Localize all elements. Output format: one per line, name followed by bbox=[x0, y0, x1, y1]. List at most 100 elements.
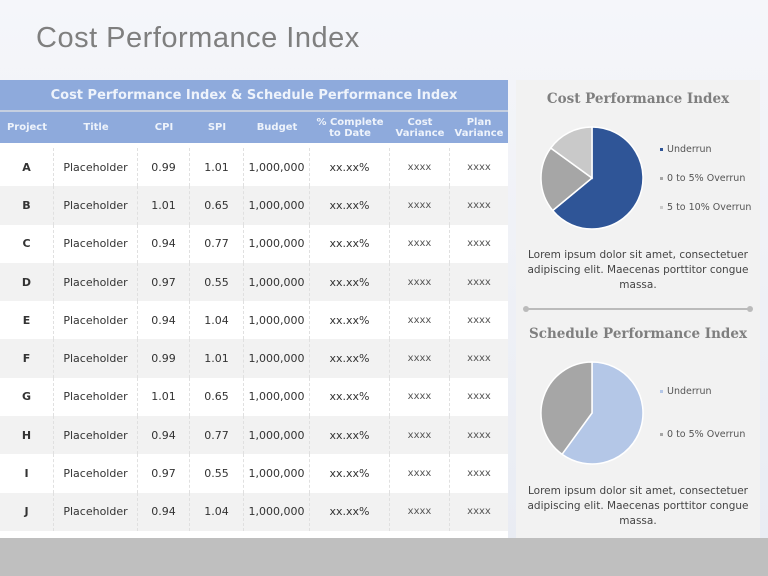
table-cell: 1,000,000 bbox=[244, 339, 310, 378]
table-cell: xxxx bbox=[390, 339, 450, 378]
column-header: CPI bbox=[154, 122, 174, 133]
table-cell: 1,000,000 bbox=[244, 377, 310, 417]
table-cell: xxxx bbox=[467, 161, 491, 173]
footer-band bbox=[0, 538, 768, 576]
table-cell: 0.94 bbox=[138, 416, 190, 455]
table-cell: 0.97 bbox=[138, 454, 190, 493]
table-cell: 0.77 bbox=[190, 224, 244, 263]
column-header: Budget bbox=[256, 122, 298, 133]
table-body: A Placeholder 0.99 1.01 1,000,000 xx.xx% xxxx x… bbox=[0, 148, 508, 531]
table-cell: D bbox=[0, 262, 54, 302]
table-cell: xxxx bbox=[390, 416, 450, 455]
table-cell: Placeholder bbox=[54, 301, 138, 340]
legend-swatch bbox=[660, 177, 663, 180]
table-cell: 1.01 bbox=[190, 148, 244, 187]
table-cell: xxxx bbox=[467, 353, 491, 365]
table-cell: 1.01 bbox=[138, 377, 190, 417]
pie-slice bbox=[551, 126, 644, 230]
spi-chart-title: Schedule Performance Index bbox=[528, 326, 748, 342]
table-cell: Placeholder bbox=[54, 224, 138, 263]
table-cell: Placeholder bbox=[54, 454, 138, 493]
table-cell: xxxx bbox=[467, 314, 491, 326]
table-cell: E bbox=[0, 301, 54, 340]
table-cell: Placeholder bbox=[54, 492, 138, 531]
table-row: J Placeholder 0.94 1.04 1,000,000 xx.xx% xxxx x… bbox=[0, 492, 508, 531]
table-cell: xx.xx% bbox=[310, 224, 390, 263]
legend-label: Underrun bbox=[667, 386, 712, 397]
table-row: B Placeholder 1.01 0.65 1,000,000 xx.xx% xxxx x… bbox=[0, 186, 508, 225]
cpi-spi-table: Cost Performance Index & Schedule Perfor… bbox=[0, 80, 508, 538]
legend-swatch bbox=[660, 433, 663, 436]
table-cell: xxxx bbox=[467, 468, 491, 480]
table-cell: 1.04 bbox=[190, 301, 244, 340]
table-cell: G bbox=[0, 377, 54, 417]
spi-pie-chart bbox=[540, 361, 644, 465]
pie-slice bbox=[540, 146, 594, 212]
legend-item: Underrun bbox=[660, 386, 712, 397]
table-cell: xxxx bbox=[390, 454, 450, 493]
legend-item: Underrun bbox=[660, 144, 712, 155]
table-cell: 0.97 bbox=[138, 262, 190, 302]
legend-swatch bbox=[660, 390, 663, 393]
table-cell: xxxx bbox=[467, 391, 491, 403]
table-cell: xxxx bbox=[467, 429, 491, 441]
table-cell: 1,000,000 bbox=[244, 148, 310, 187]
table-cell: xxxx bbox=[390, 186, 450, 225]
legend-item: 0 to 5% Overrun bbox=[660, 173, 745, 184]
table-cell: 0.65 bbox=[190, 377, 244, 417]
table-cell: 0.77 bbox=[190, 416, 244, 455]
pie-slice bbox=[540, 361, 593, 456]
table-cell: xxxx bbox=[467, 276, 491, 288]
legend-label: 0 to 5% Overrun bbox=[667, 429, 746, 440]
table-cell: Placeholder bbox=[54, 377, 138, 417]
table-cell: 1,000,000 bbox=[244, 186, 310, 225]
column-header: Plan Variance bbox=[454, 116, 504, 139]
table-cell: 0.55 bbox=[190, 454, 244, 493]
table-cell: xxxx bbox=[467, 506, 491, 518]
column-header: Project bbox=[6, 122, 48, 133]
table-cell: xx.xx% bbox=[310, 186, 390, 225]
table-cell: xxxx bbox=[467, 238, 491, 250]
spi-description: Lorem ipsum dolor sit amet, consectetuer… bbox=[527, 485, 749, 527]
table-cell: xx.xx% bbox=[310, 148, 390, 187]
table-row: D Placeholder 0.97 0.55 1,000,000 xx.xx% xxxx x… bbox=[0, 262, 508, 302]
pie-slice bbox=[560, 361, 644, 465]
table-cell: xx.xx% bbox=[310, 454, 390, 493]
table-cell: 0.94 bbox=[138, 301, 190, 340]
table-row: I Placeholder 0.97 0.55 1,000,000 xx.xx% xxxx x… bbox=[0, 454, 508, 493]
table-cell: xx.xx% bbox=[310, 301, 390, 340]
table-cell: xx.xx% bbox=[310, 262, 390, 302]
table-cell: I bbox=[0, 454, 54, 493]
table-cell: xx.xx% bbox=[310, 416, 390, 455]
divider bbox=[523, 306, 753, 312]
table-row: E Placeholder 0.94 1.04 1,000,000 xx.xx% xxxx x… bbox=[0, 301, 508, 340]
table-cell: Placeholder bbox=[54, 148, 138, 187]
page-title: Cost Performance Index bbox=[36, 22, 360, 54]
table-cell: A bbox=[0, 148, 54, 187]
pie-slice bbox=[549, 126, 593, 180]
table-cell: 1.01 bbox=[138, 186, 190, 225]
table-cell: 1,000,000 bbox=[244, 454, 310, 493]
table-cell: 1,000,000 bbox=[244, 224, 310, 263]
table-cell: xxxx bbox=[390, 262, 450, 302]
table-cell: C bbox=[0, 224, 54, 263]
table-cell: xx.xx% bbox=[310, 377, 390, 417]
table-cell: 1,000,000 bbox=[244, 492, 310, 531]
table-row: G Placeholder 1.01 0.65 1,000,000 xx.xx% xxxx x… bbox=[0, 377, 508, 417]
table-caption: Cost Performance Index & Schedule Perfor… bbox=[0, 80, 508, 112]
table-cell: 1.01 bbox=[190, 339, 244, 378]
table-cell: 0.99 bbox=[138, 339, 190, 378]
table-cell: 0.65 bbox=[190, 186, 244, 225]
table-header-row: Project Title CPI SPI Budget % Complete to Da… bbox=[0, 112, 508, 148]
table-cell: J bbox=[0, 492, 54, 531]
column-header: SPI bbox=[207, 122, 227, 133]
table-cell: xxxx bbox=[390, 301, 450, 340]
legend-label: 0 to 5% Overrun bbox=[667, 173, 746, 184]
table-cell: 1,000,000 bbox=[244, 262, 310, 302]
cpi-pie-chart bbox=[540, 126, 644, 230]
table-cell: Placeholder bbox=[54, 339, 138, 378]
table-cell: 0.94 bbox=[138, 224, 190, 263]
table-cell: 0.94 bbox=[138, 492, 190, 531]
legend-swatch bbox=[660, 206, 663, 209]
cpi-description: Lorem ipsum dolor sit amet, consectetuer… bbox=[527, 249, 749, 291]
